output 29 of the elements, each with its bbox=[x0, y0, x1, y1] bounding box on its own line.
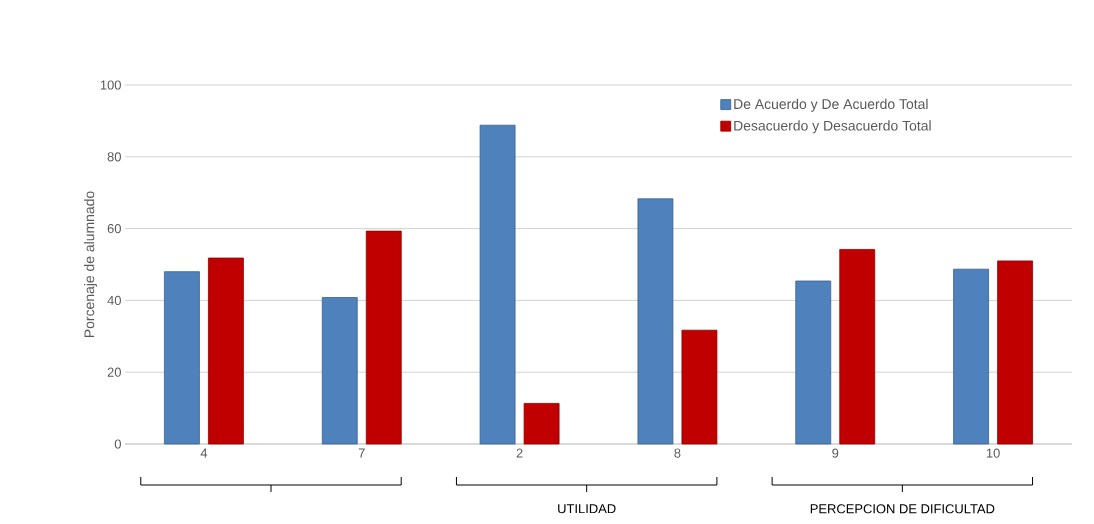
y-tick-label: 60 bbox=[107, 224, 121, 234]
x-tick-label: 2 bbox=[516, 448, 523, 458]
bar bbox=[164, 271, 200, 445]
bar bbox=[839, 249, 876, 445]
bar bbox=[208, 257, 244, 445]
x-tick-label: 7 bbox=[358, 448, 365, 458]
legend-label: De Acuerdo y De Acuerdo Total bbox=[734, 98, 928, 112]
y-axis-title: Porcenaje de alumnado bbox=[84, 191, 98, 338]
bar bbox=[523, 403, 560, 445]
text: UTILIDAD bbox=[558, 504, 616, 514]
y-tick-label: 80 bbox=[107, 152, 121, 162]
x-tick-label: 10 bbox=[986, 448, 1000, 458]
y-tick-label: 20 bbox=[107, 367, 121, 377]
bar bbox=[637, 198, 674, 445]
bar bbox=[365, 230, 402, 445]
y-tick-label: 0 bbox=[114, 439, 121, 449]
bar bbox=[681, 329, 718, 445]
legend-label: Desacuerdo y Desacuerdo Total bbox=[734, 120, 931, 134]
x-tick-label: 9 bbox=[832, 448, 839, 458]
x-tick-label: 8 bbox=[674, 448, 681, 458]
y-tick-label: 40 bbox=[107, 295, 121, 305]
x-tick-label: 4 bbox=[200, 448, 208, 458]
bar bbox=[997, 260, 1033, 445]
y-tick-label: 100 bbox=[100, 80, 121, 90]
bar bbox=[795, 280, 832, 445]
bar bbox=[479, 124, 516, 445]
bar bbox=[321, 297, 358, 445]
text: PERCEPCION DE DIFICULTAD bbox=[810, 504, 995, 514]
bar bbox=[953, 268, 989, 445]
